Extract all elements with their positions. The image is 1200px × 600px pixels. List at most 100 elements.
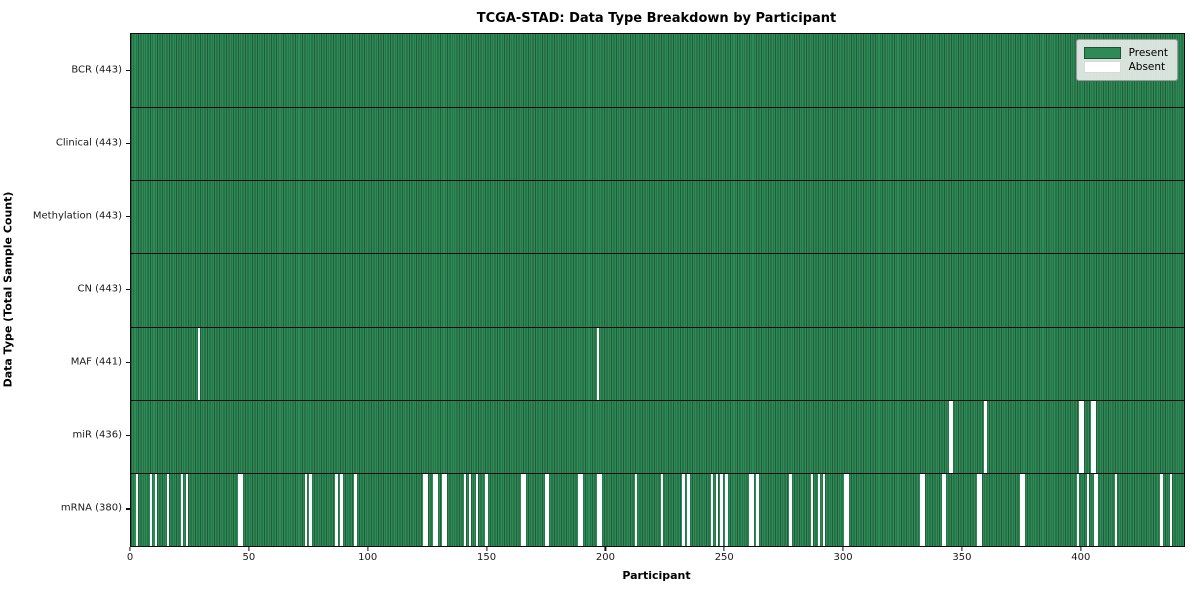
heatmap-row-clinical [131, 107, 1184, 181]
absent-bar [166, 473, 170, 546]
x-tick-mark [723, 547, 725, 551]
y-tick-label-mir: miR (436) [72, 429, 122, 441]
absent-bar [475, 473, 479, 546]
absent-bar [751, 473, 754, 546]
absent-bar [951, 400, 954, 473]
x-axis-title: Participant [622, 569, 691, 582]
x-tick-mark [485, 547, 488, 551]
absent-bar [546, 473, 550, 546]
heatmap-row-mir [131, 399, 1184, 473]
y-tick-mark [126, 289, 130, 291]
absent-bar [1093, 400, 1097, 473]
absent-bar [977, 473, 980, 546]
y-tick-label-methylation: Methylation (443) [32, 210, 122, 222]
heatmap-row-methylation [131, 180, 1184, 254]
absent-bar [197, 327, 200, 400]
x-tick-mark [961, 547, 963, 551]
absent-bar [1093, 473, 1097, 546]
absent-bar [444, 473, 448, 546]
absent-bar [922, 473, 925, 546]
absent-bar [154, 473, 158, 546]
absent-bar [1091, 400, 1094, 473]
y-tick-label-mrna: mRNA (380) [60, 502, 122, 514]
absent-bar [661, 473, 664, 546]
absent-bar [354, 473, 357, 546]
chart-title: TCGA-STAD: Data Type Breakdown by Partic… [476, 11, 837, 26]
absent-bar [846, 473, 849, 546]
legend: Present Absent [1075, 39, 1178, 81]
absent-bar [979, 473, 982, 546]
heatmap-row-mrna [131, 472, 1184, 546]
absent-bar [150, 473, 153, 546]
absent-bar [1096, 473, 1099, 546]
absent-bar [468, 473, 471, 546]
absent-bar [817, 473, 821, 546]
absent-bar [135, 473, 139, 546]
absent-bar [1022, 473, 1025, 546]
y-tick-label-maf: MAF (441) [70, 356, 122, 368]
absent-bar [544, 473, 547, 546]
absent-bar [682, 473, 685, 546]
absent-bar [1079, 400, 1082, 473]
y-tick-label-clinical: Clinical (443) [55, 137, 122, 149]
y-tick-label-bcr: BCR (443) [71, 64, 122, 76]
present-swatch-icon [1083, 47, 1121, 59]
absent-bar [749, 473, 752, 546]
x-tick-label-400: 400 [1071, 552, 1091, 563]
y-tick-mark [126, 69, 130, 71]
heatmap-row-cn [131, 253, 1184, 327]
absent-bar [1019, 473, 1023, 546]
x-tick-label-100: 100 [358, 552, 378, 563]
absent-bar [463, 473, 467, 546]
heatmap-row-maf [131, 326, 1184, 400]
absent-bar [432, 473, 436, 546]
absent-bar [309, 473, 312, 546]
absent-bar [577, 473, 581, 546]
x-tick-mark [129, 547, 131, 551]
absent-bar [756, 473, 759, 546]
absent-bar [485, 473, 488, 546]
absent-bar [185, 473, 189, 546]
absent-bar [844, 473, 847, 546]
x-tick-label-300: 300 [833, 552, 853, 563]
y-axis-tick-labels: BCR (443) Clinical (443) Methylation (443)… [0, 33, 122, 545]
x-tick-label-350: 350 [952, 552, 972, 563]
absent-bar [340, 473, 343, 546]
y-tick-mark [126, 508, 130, 510]
legend-label-present: Present [1128, 47, 1168, 59]
absent-bar [304, 473, 307, 546]
absent-bar [423, 473, 426, 546]
absent-bar [941, 473, 944, 546]
absent-bar [789, 473, 792, 546]
x-tick-label-0: 0 [126, 552, 134, 563]
absent-bar [596, 473, 600, 546]
absent-bar [425, 473, 429, 546]
x-tick-mark [604, 547, 606, 551]
absent-bar [725, 473, 728, 546]
absent-bar [1160, 473, 1163, 546]
absent-swatch-icon [1083, 61, 1121, 73]
y-tick-mark [126, 435, 130, 437]
x-tick-label-150: 150 [476, 552, 497, 563]
absent-bar [1086, 473, 1089, 546]
absent-bar [822, 473, 826, 546]
absent-bar [442, 473, 445, 546]
x-tick-mark [842, 547, 844, 551]
legend-item-present: Present [1083, 47, 1168, 59]
absent-bar [240, 473, 243, 546]
x-axis-tick-labels: 0 50 100 150 200 250 300 350 400 [126, 547, 1183, 565]
x-tick-mark [367, 547, 369, 551]
absent-bar [720, 473, 723, 546]
x-tick-label-50: 50 [242, 552, 256, 563]
legend-label-absent: Absent [1128, 61, 1166, 73]
absent-bar [715, 473, 719, 546]
x-tick-mark [1080, 547, 1082, 551]
absent-bar [596, 327, 600, 400]
absent-bar [1081, 400, 1085, 473]
absent-bar [1077, 473, 1080, 546]
y-tick-label-cn: CN (443) [77, 283, 122, 295]
heatmap-row-bcr [131, 34, 1184, 108]
plot-area: Present Absent [130, 33, 1185, 547]
absent-bar [237, 473, 241, 546]
